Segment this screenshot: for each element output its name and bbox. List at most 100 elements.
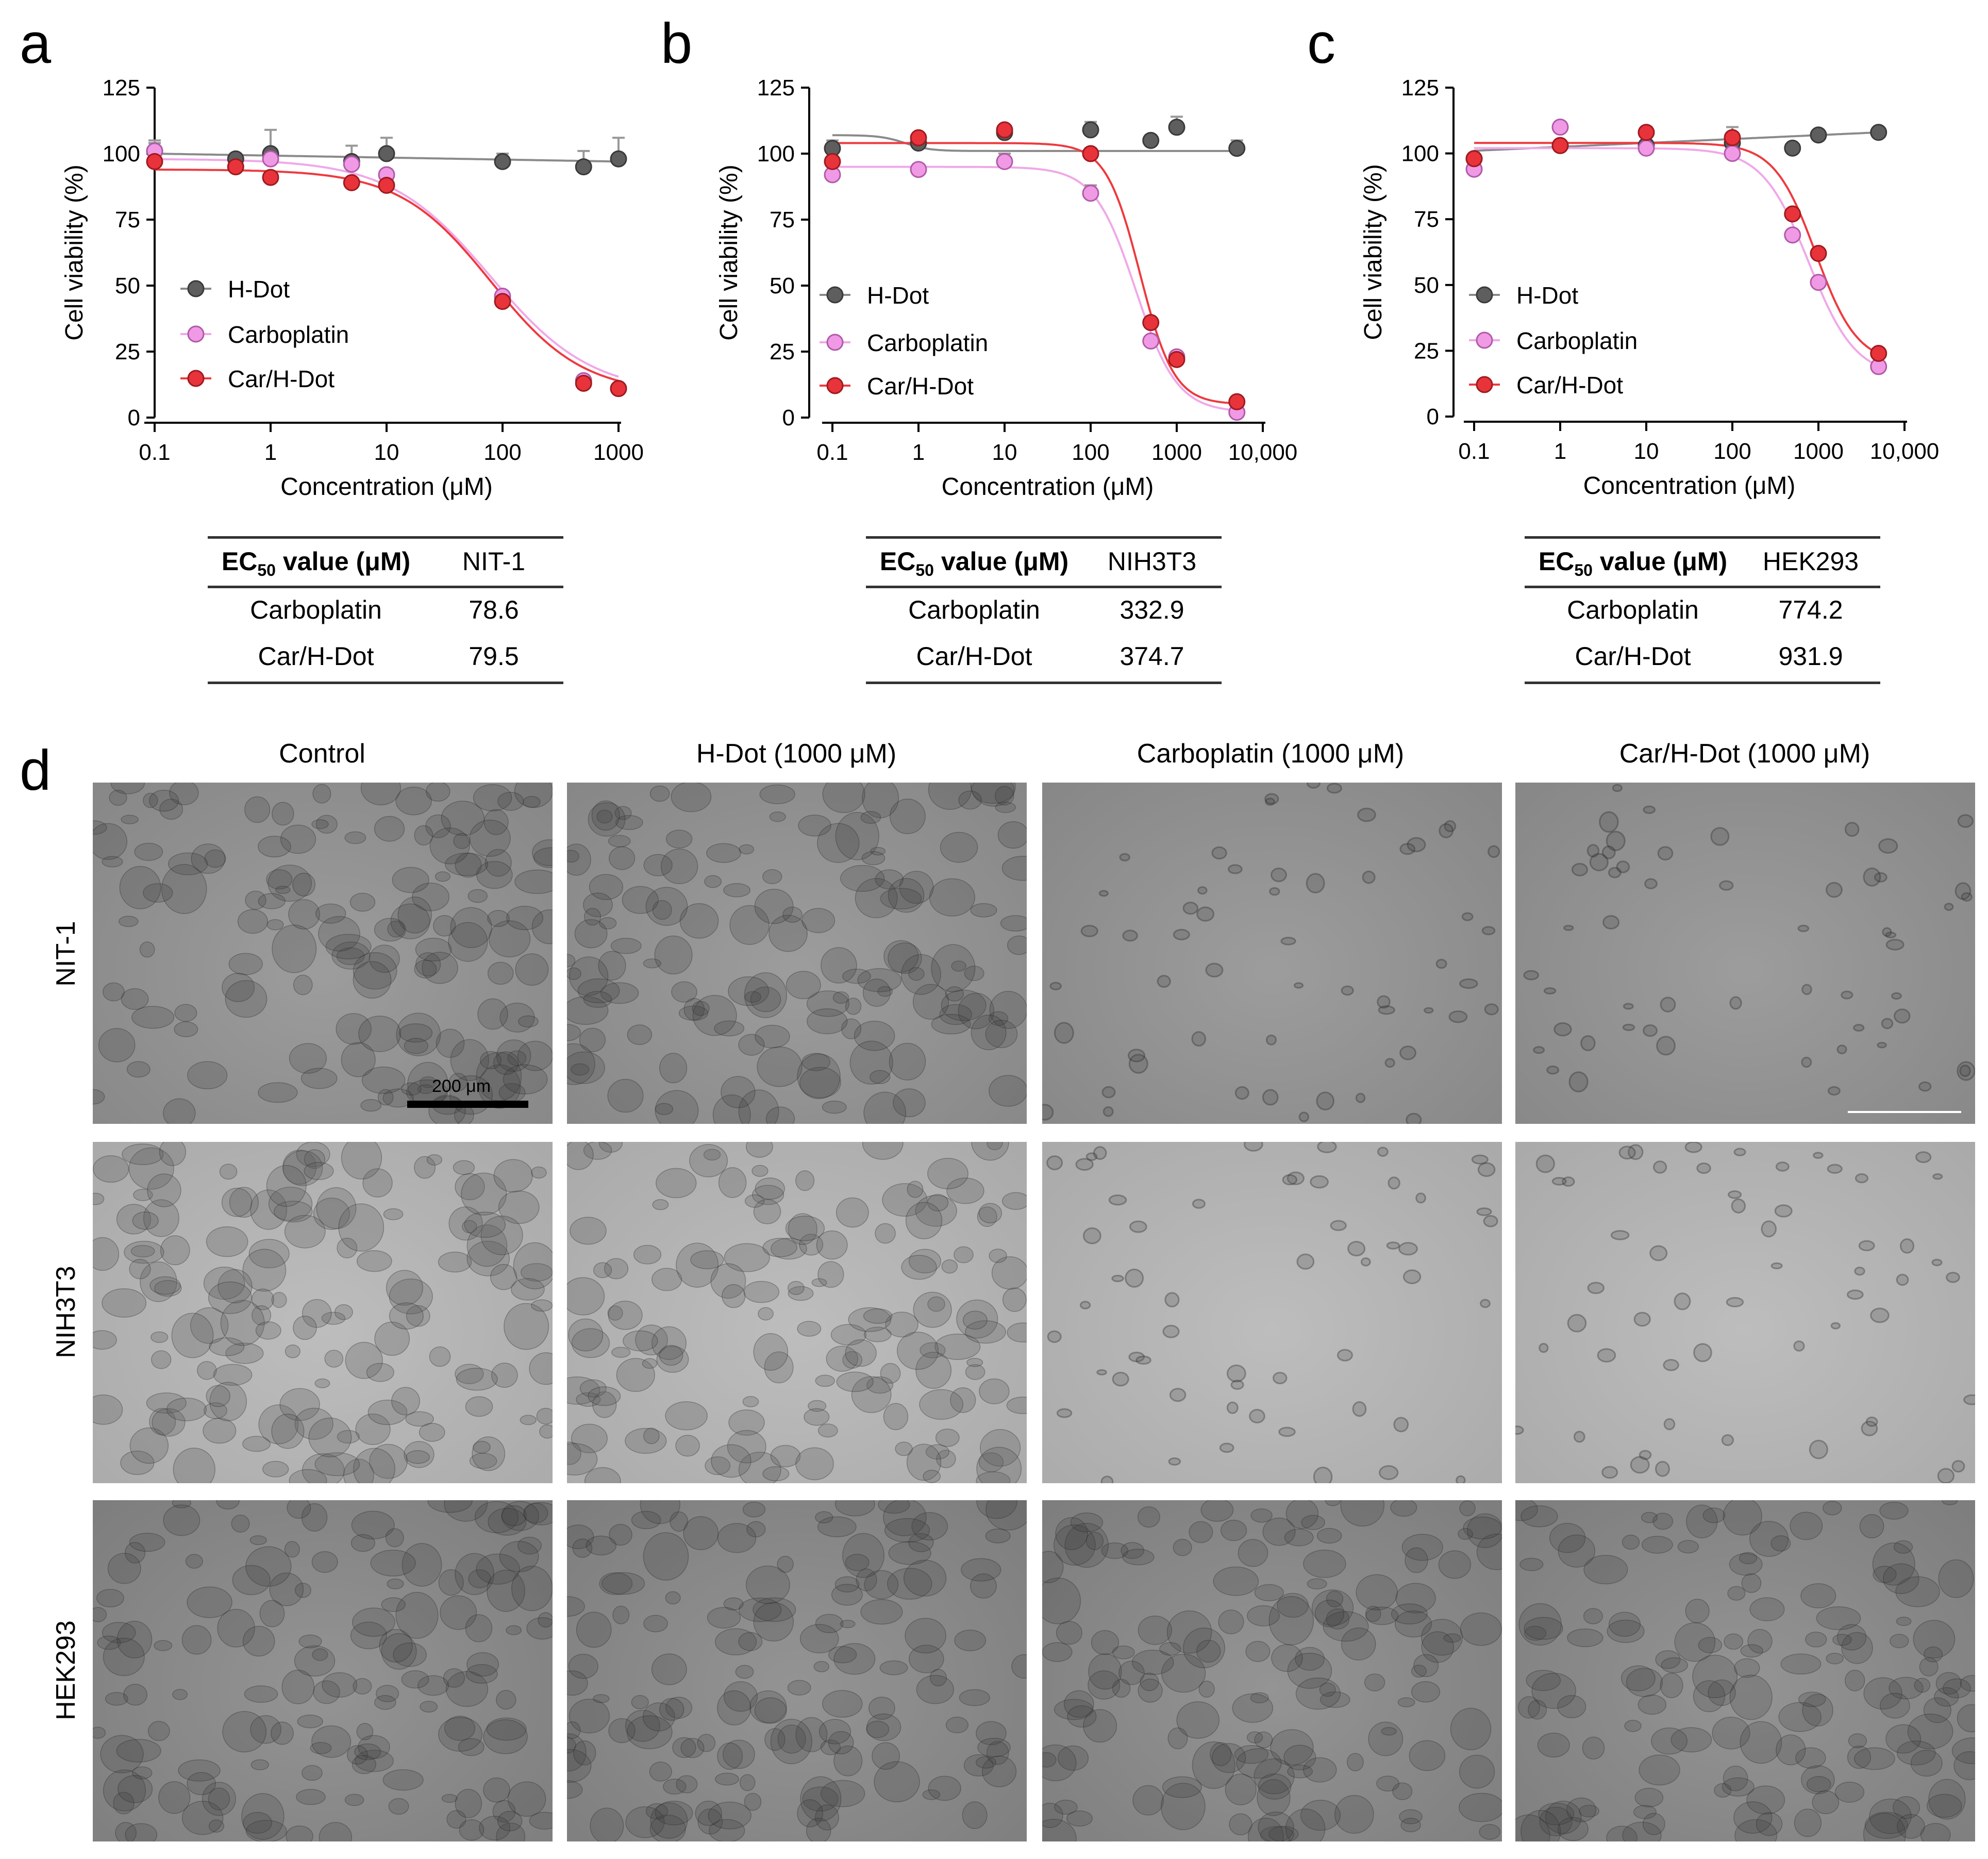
cell-shape (738, 1034, 765, 1056)
cell-shape (1285, 1500, 1319, 1529)
cell-shape (1914, 1678, 1931, 1693)
cell-shape (604, 1258, 629, 1280)
cell-shape (444, 1716, 476, 1741)
y-tick-label: 50 (770, 273, 795, 298)
cell-shape (728, 1409, 765, 1436)
cell-shape (360, 1099, 382, 1112)
cell-shape (190, 1307, 229, 1344)
scale-bar-label: 200 μm (432, 1076, 491, 1096)
cell-shape (174, 1004, 197, 1022)
cell-shape (989, 1075, 1027, 1107)
cell-shape (1660, 997, 1676, 1013)
cell-shape (833, 1745, 863, 1777)
cell-shape (712, 1094, 751, 1124)
cell-shape (1067, 1705, 1097, 1728)
cell-shape (1546, 1065, 1560, 1075)
cell-shape (1102, 1106, 1114, 1117)
cell-shape (901, 1255, 937, 1280)
cell-shape (250, 1189, 288, 1230)
cell-shape (401, 1082, 422, 1096)
cell-shape (417, 1675, 449, 1696)
cell-shape (1774, 1204, 1793, 1218)
cell-shape (1421, 1631, 1454, 1663)
cell-shape (103, 1769, 146, 1812)
cell-shape (1162, 1324, 1180, 1338)
cell-shape (387, 920, 405, 938)
x-tick-label: 10,000 (1870, 439, 1940, 464)
cell-shape (1578, 1804, 1599, 1818)
cell-shape (1287, 1764, 1313, 1779)
cell-shape (1319, 1682, 1336, 1697)
cell-shape (988, 1011, 1009, 1026)
cell-shape (284, 1215, 326, 1249)
cell-shape (426, 1154, 443, 1166)
cell-shape (1674, 1622, 1716, 1662)
cell-shape (676, 1775, 698, 1794)
cell-shape (655, 1801, 693, 1825)
cell-shape (110, 783, 145, 794)
cell-shape (795, 1447, 834, 1481)
cell-shape (1580, 1035, 1596, 1052)
cell-shape (718, 1167, 747, 1198)
cell-shape (645, 1803, 669, 1820)
cell-shape (1287, 1652, 1332, 1689)
cell-shape (353, 1448, 395, 1483)
cell-shape (652, 900, 672, 920)
cell-shape (1409, 1740, 1446, 1771)
cell-shape (1624, 1719, 1642, 1732)
cell-shape (120, 1450, 155, 1475)
cell-shape (840, 865, 885, 892)
cell-shape (1844, 1669, 1865, 1691)
cell-shape (940, 832, 978, 863)
cell-shape (158, 1781, 191, 1814)
cell-shape (722, 1284, 746, 1308)
cell-shape (995, 802, 1016, 813)
cell-shape (1670, 1727, 1712, 1753)
cell-shape (905, 1202, 943, 1239)
cell-shape (786, 971, 821, 1000)
cell-shape (590, 1807, 624, 1841)
cell-shape (461, 1172, 507, 1216)
cell-shape (1125, 1268, 1144, 1288)
cell-shape (656, 1346, 689, 1373)
cell-shape (479, 1816, 511, 1840)
cell-shape (1893, 1008, 1911, 1024)
cell-shape (721, 1076, 756, 1108)
cell-shape (567, 1737, 576, 1754)
table-row-name: Car/H-Dot (916, 642, 1032, 671)
cell-shape (1869, 1798, 1912, 1834)
data-point (262, 169, 279, 186)
scale-bar-small (1848, 1111, 1961, 1113)
cell-shape (822, 1690, 863, 1718)
cell-shape (1211, 846, 1227, 860)
cell-shape (813, 1661, 830, 1672)
cell-shape (811, 1278, 827, 1287)
cell-shape (971, 783, 1015, 804)
cell-shape (1054, 1022, 1074, 1044)
data-point (262, 150, 279, 168)
cell-shape (963, 1754, 994, 1777)
cell-shape (385, 1528, 404, 1548)
cell-shape (831, 1584, 863, 1606)
cell-shape (245, 890, 266, 910)
cell-shape (1897, 1814, 1925, 1839)
cell-shape (762, 869, 782, 884)
cell-shape (1200, 1500, 1234, 1522)
cell-shape (1166, 1610, 1212, 1654)
cell-shape (1388, 1176, 1400, 1190)
cell-shape (445, 852, 488, 876)
cell-shape (151, 1350, 172, 1369)
cell-shape (643, 1615, 668, 1633)
cell-shape (154, 1640, 173, 1651)
fit-curve-pink (832, 165, 1237, 412)
cell-shape (1471, 1154, 1489, 1165)
cell-shape (893, 1088, 926, 1118)
panel-letter-d: d (20, 739, 52, 802)
cell-shape (220, 1300, 265, 1346)
cell-shape (1254, 1584, 1284, 1601)
cell-shape (870, 1070, 891, 1084)
cell-shape (1937, 1468, 1955, 1483)
cell-shape (744, 1194, 765, 1208)
table-row-name: Carboplatin (1567, 595, 1699, 624)
data-point (575, 158, 592, 176)
